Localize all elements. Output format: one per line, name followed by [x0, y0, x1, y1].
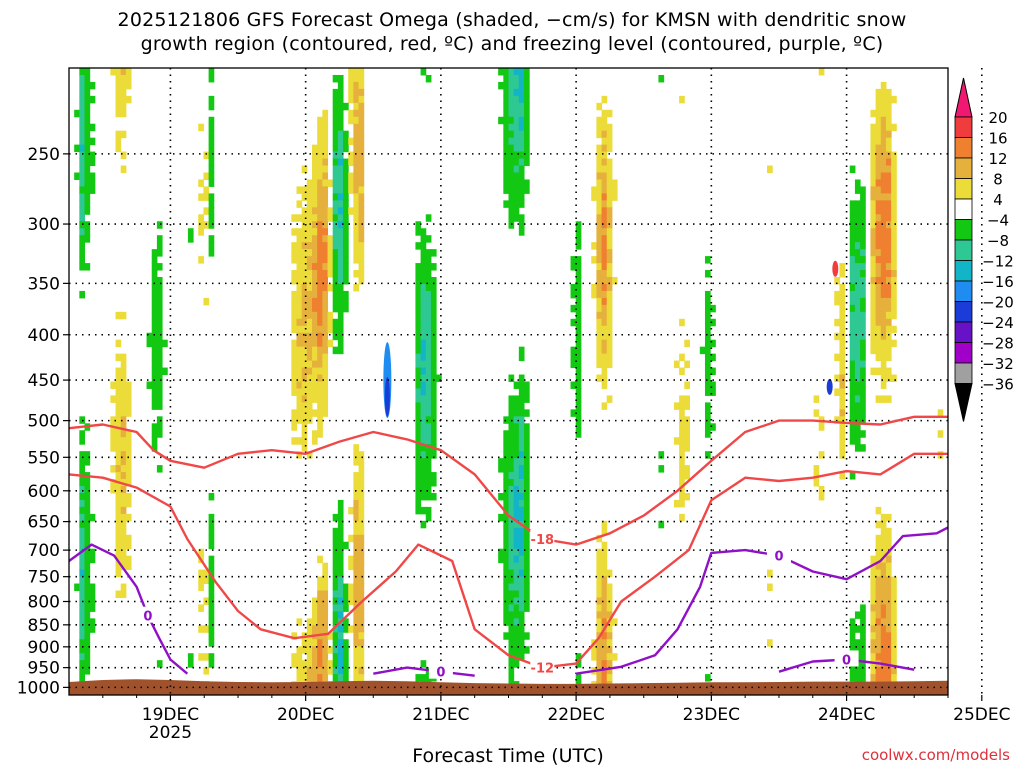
x-tick-year-label: 2025 [149, 723, 192, 743]
colorbar-swatch [954, 362, 973, 384]
descent-spot [832, 260, 839, 277]
colorbar-label: −8 [987, 232, 1009, 250]
colorbar-label: −28 [982, 335, 1014, 353]
contour-label-bg [530, 529, 555, 546]
colorbar-bottom-arrow [954, 383, 973, 422]
colorbar-swatch [954, 219, 973, 241]
strong-ascent-core-inner [384, 376, 390, 417]
colorbar-label: 4 [993, 191, 1003, 209]
contour-label-bg [834, 650, 859, 667]
grid-lines [69, 68, 983, 695]
colorbar-label: −16 [982, 273, 1014, 291]
x-tick-label: 19DEC [142, 705, 199, 725]
colorbar-swatch [954, 239, 973, 261]
y-tick-label: 900 [28, 638, 60, 658]
ground-terrain [69, 679, 948, 695]
contour-label: 0 [774, 550, 783, 565]
contour-line [373, 666, 475, 677]
title-line-1: 2025121806 GFS Forecast Omega (shaded, −… [117, 9, 907, 31]
x-tick-label: 23DEC [683, 705, 740, 725]
colorbar-label: −32 [982, 355, 1014, 373]
y-axis: 2503003504004505005506006507007508008509… [17, 145, 69, 698]
colorbar-swatch [954, 301, 973, 323]
contour-label-bg [428, 662, 453, 679]
x-axis-label: Forecast Time (UTC) [412, 745, 603, 767]
colorbar-swatch [954, 198, 973, 220]
ascent-spot [826, 378, 833, 395]
x-tick-label: 25DEC [953, 705, 1010, 725]
colorbar-swatch [954, 280, 973, 302]
colorbar-top-arrow [954, 77, 973, 118]
y-tick-label: 300 [28, 215, 60, 235]
contour-label-bg [530, 658, 555, 675]
omega-shading [74, 68, 944, 695]
contour-line [575, 526, 948, 675]
colorbar-label: −20 [982, 294, 1014, 312]
contour-label: 0 [143, 610, 152, 625]
x-tick-label: 24DEC [818, 705, 875, 725]
y-tick-label: 600 [28, 482, 60, 502]
contours: -18 -12 0 0 0 0 [69, 415, 948, 681]
y-tick-label: 800 [28, 593, 60, 613]
colorbar-label: 12 [988, 150, 1007, 168]
colorbar-swatch [954, 321, 973, 343]
colorbar: 20 16 12 8 4 −4 −8 −12 −16 −20 −24 −28 −32 −36 [954, 77, 1014, 422]
colorbar-swatch [954, 116, 973, 138]
colorbar-label: −24 [982, 314, 1014, 332]
contour-line [69, 543, 189, 675]
contour-line [69, 415, 948, 546]
page-title: 2025121806 GFS Forecast Omega (shaded, −… [0, 8, 1024, 56]
contour-label: 0 [842, 653, 851, 668]
credit-label: coolwx.com/models [861, 746, 1010, 764]
y-tick-label: 1000 [17, 678, 60, 698]
x-tick-label: 22DEC [547, 705, 604, 725]
y-tick-label: 650 [28, 513, 60, 533]
y-tick-label: 850 [28, 616, 60, 636]
y-tick-label: 450 [28, 371, 60, 391]
y-tick-label: 550 [28, 448, 60, 468]
y-tick-label: 750 [28, 568, 60, 588]
contour-label-bg [766, 546, 791, 563]
colorbar-label: 20 [988, 109, 1007, 127]
colorbar-swatch [954, 342, 973, 364]
ground-fill [69, 679, 948, 695]
y-tick-label: 400 [28, 326, 60, 346]
contour-label: -12 [531, 662, 555, 677]
x-tick-label: 20DEC [277, 705, 334, 725]
colorbar-swatch [954, 137, 973, 159]
colorbar-label: 16 [988, 130, 1007, 148]
x-tick-label: 21DEC [412, 705, 469, 725]
contour-label: 0 [436, 666, 445, 681]
colorbar-label: −36 [982, 376, 1014, 394]
contour-label-bg [135, 606, 160, 623]
y-tick-label: 250 [28, 145, 60, 165]
colorbar-label: 8 [993, 171, 1003, 189]
colorbar-swatch [954, 178, 973, 200]
colorbar-swatch [954, 260, 973, 282]
contour-line [69, 452, 948, 669]
y-tick-label: 500 [28, 412, 60, 432]
colorbar-label: −4 [987, 212, 1009, 230]
y-tick-label: 950 [28, 659, 60, 679]
colorbar-swatch [954, 157, 973, 179]
title-line-2: growth region (contoured, red, ºC) and f… [140, 33, 884, 55]
y-tick-label: 700 [28, 541, 60, 561]
colorbar-label: −12 [982, 253, 1014, 271]
contour-label: -18 [531, 533, 555, 548]
y-tick-label: 350 [28, 274, 60, 294]
